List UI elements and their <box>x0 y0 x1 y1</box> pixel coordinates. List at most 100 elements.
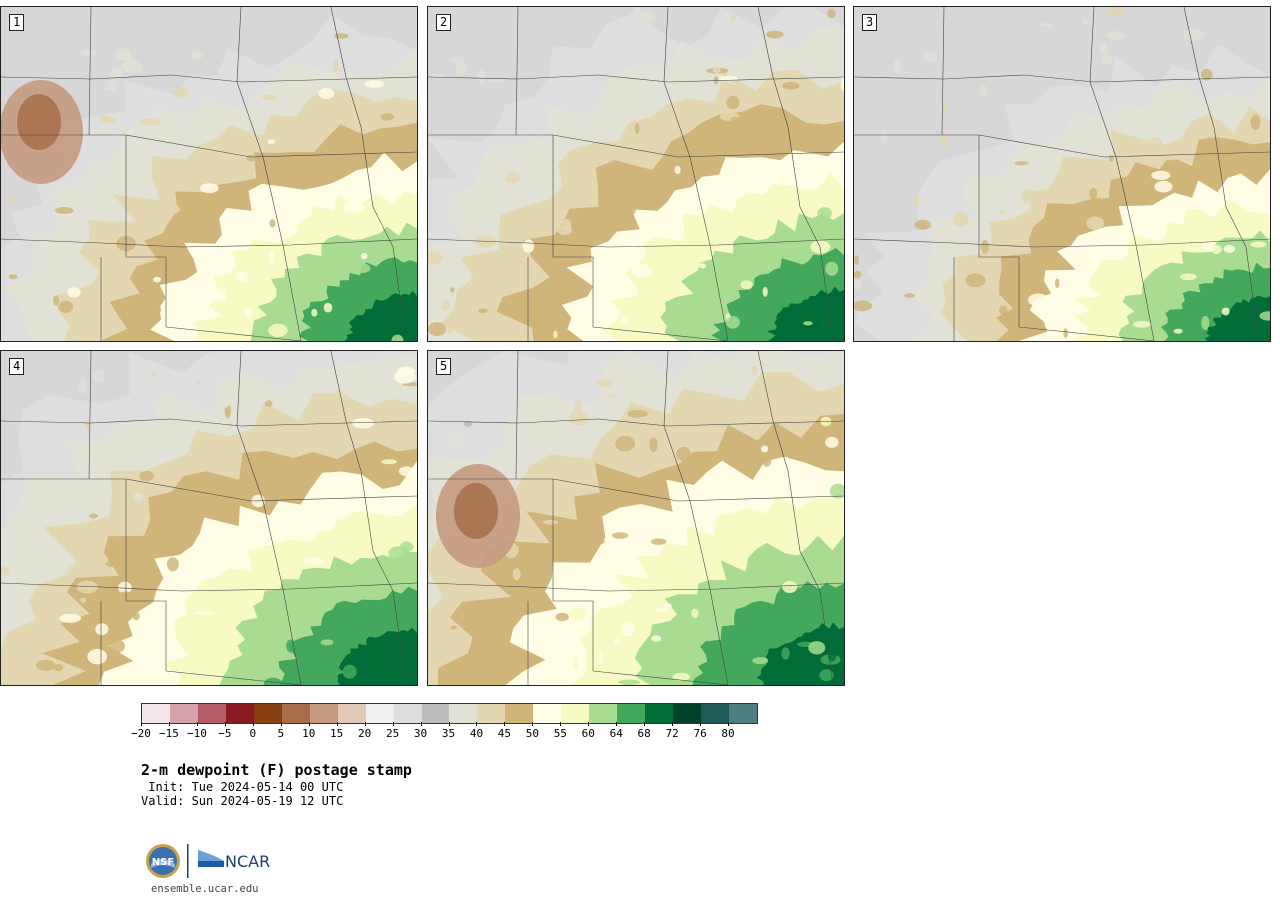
panel-number-5: 5 <box>436 358 452 375</box>
dewpoint-speckle <box>651 635 662 642</box>
map-panel-4: 4 <box>0 350 418 686</box>
dewpoint-speckle <box>151 369 157 378</box>
colorbar-cell-6 <box>309 704 338 723</box>
colorbar-tick <box>672 722 674 726</box>
dewpoint-speckle <box>149 303 162 317</box>
dewpoint-speckle <box>196 380 202 386</box>
colorbar-tick <box>504 722 506 726</box>
dewpoint-speckle <box>1014 161 1029 166</box>
dewpoint-speckle <box>634 123 640 135</box>
dewpoint-speckle <box>228 422 233 429</box>
colorbar-tick <box>280 722 282 726</box>
dewpoint-speckle <box>262 94 278 101</box>
colorbar-tick <box>532 722 534 726</box>
dewpoint-speckle <box>965 273 986 288</box>
dewpoint-speckle <box>218 289 226 303</box>
colorbar-tick-label: 35 <box>441 727 456 740</box>
colorbar-tick-label: 68 <box>637 727 651 740</box>
dewpoint-speckle <box>96 404 104 412</box>
dewpoint-speckle <box>1206 147 1227 158</box>
dewpoint-speckle <box>388 546 410 561</box>
dewpoint-speckle <box>574 400 583 414</box>
state-border <box>330 351 407 685</box>
ncar-logo-text: NCAR <box>225 852 270 871</box>
dewpoint-speckle <box>1179 273 1197 281</box>
dewpoint-speckle <box>713 586 727 598</box>
dewpoint-speckle <box>591 537 605 545</box>
colorbar-cell-16 <box>589 704 618 723</box>
dewpoint-speckle <box>736 212 756 217</box>
dewpoint-speckle <box>96 226 108 238</box>
colorbar-tick <box>448 722 450 726</box>
nsf-logo: NSF <box>146 844 180 878</box>
state-border <box>428 74 844 83</box>
dewpoint-speckle <box>338 212 351 221</box>
dewpoint-speckle <box>67 287 81 298</box>
dewpoint-speckle <box>813 127 834 140</box>
dewpoint-speckle <box>1208 262 1223 275</box>
map-panel-5: 5 <box>427 350 845 686</box>
dewpoint-speckle <box>999 171 1021 181</box>
dewpoint-speckle <box>639 11 656 23</box>
dewpoint-speckle <box>729 15 737 20</box>
dewpoint-speckle <box>95 623 109 636</box>
dewpoint-speckle <box>244 308 253 319</box>
dewpoint-speckle <box>620 315 628 324</box>
dewpoint-speckle <box>246 464 266 478</box>
dewpoint-map-1 <box>1 7 417 341</box>
state-border <box>552 479 594 671</box>
dewpoint-speckle <box>332 58 339 73</box>
dewpoint-speckle <box>105 560 117 567</box>
dewpoint-speckle <box>250 209 269 224</box>
dewpoint-speckle <box>448 432 465 447</box>
dewpoint-speckle <box>110 67 123 80</box>
colorbar-cell-21 <box>729 704 757 723</box>
dewpoint-speckle <box>980 85 988 98</box>
dewpoint-speckle <box>632 144 640 152</box>
dewpoint-speckle <box>512 568 521 581</box>
colorbar-tick <box>364 722 366 726</box>
dewpoint-speckle <box>596 396 617 405</box>
dewpoint-speckle <box>879 129 889 145</box>
dewpoint-speckle <box>1091 317 1107 322</box>
dewpoint-speckle <box>674 165 681 175</box>
website-link[interactable]: ensemble.ucar.edu <box>151 883 259 895</box>
panel-number-2: 2 <box>436 14 452 31</box>
state-border <box>236 7 302 341</box>
dewpoint-speckle <box>1020 189 1039 204</box>
colorbar-tick-label: 15 <box>330 727 344 740</box>
dewpoint-speckle <box>58 300 74 313</box>
dewpoint-speckle <box>827 9 836 19</box>
dewpoint-speckle <box>725 316 740 329</box>
dewpoint-speckle <box>472 448 488 463</box>
map-panel-1: 1 <box>0 6 418 342</box>
dewpoint-speckle <box>829 483 844 499</box>
dewpoint-speckle <box>99 121 112 136</box>
state-border <box>515 7 519 136</box>
dewpoint-speckle <box>808 641 826 655</box>
dewpoint-speckle <box>446 159 455 165</box>
dewpoint-speckle <box>840 76 844 92</box>
dewpoint-speckle <box>557 224 573 236</box>
state-border <box>757 351 834 685</box>
dewpoint-speckle <box>109 150 118 162</box>
dewpoint-speckle <box>553 330 558 339</box>
dewpoint-speckle <box>87 428 109 441</box>
dewpoint-speckle <box>1083 18 1088 26</box>
logo-divider <box>187 844 189 878</box>
dewpoint-speckle <box>303 557 325 565</box>
dewpoint-speckle <box>159 203 181 215</box>
dewpoint-speckle <box>115 591 135 603</box>
dewpoint-speckle <box>350 263 371 274</box>
dewpoint-speckle <box>1154 180 1173 193</box>
colorbar-tick <box>728 722 730 726</box>
dewpoint-speckle <box>1 566 10 576</box>
dewpoint-speckle <box>782 81 800 90</box>
dewpoint-speckle <box>446 319 454 335</box>
dewpoint-speckle <box>80 597 86 604</box>
state-border <box>854 134 1270 158</box>
dewpoint-speckle <box>664 603 672 609</box>
colorbar-tick <box>476 722 478 726</box>
figure-title: 2-m dewpoint (F) postage stamp <box>141 761 412 779</box>
state-border <box>1 582 417 592</box>
